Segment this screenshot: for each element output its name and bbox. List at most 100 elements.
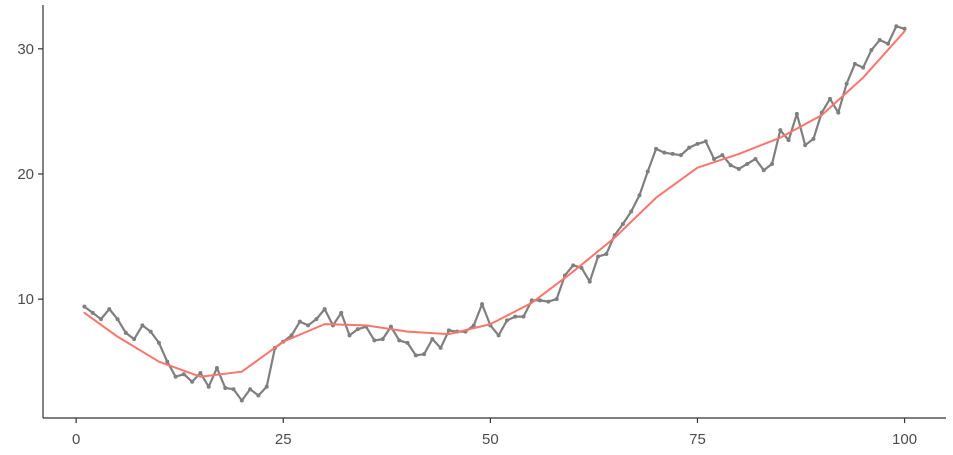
- data-point: [637, 193, 642, 198]
- x-tick-label: 50: [482, 431, 499, 448]
- data-point: [546, 299, 551, 304]
- series-layer: [82, 24, 907, 403]
- data-point: [902, 26, 907, 31]
- data-point: [107, 307, 112, 312]
- data-point: [115, 317, 120, 322]
- data-point: [480, 302, 485, 307]
- data-point: [148, 329, 153, 334]
- data-point: [604, 252, 609, 257]
- data-point: [181, 372, 186, 377]
- data-point: [264, 384, 269, 389]
- data-point: [306, 323, 311, 328]
- data-point: [90, 310, 95, 315]
- data-point: [173, 374, 178, 379]
- data-point: [165, 359, 170, 364]
- series-observed-line: [83, 25, 906, 402]
- data-point: [828, 96, 833, 101]
- data-point: [811, 136, 816, 141]
- data-point: [794, 111, 799, 116]
- data-point: [869, 48, 874, 53]
- x-axis: 0 25 50 75 100: [43, 417, 946, 448]
- series-smooth-line: [83, 30, 906, 378]
- data-point: [297, 319, 302, 324]
- data-point: [894, 24, 899, 29]
- data-point: [140, 323, 145, 328]
- y-tick-label: 30: [17, 41, 34, 58]
- data-point: [886, 41, 891, 46]
- data-point: [770, 161, 775, 166]
- data-point: [438, 345, 443, 350]
- data-point: [388, 324, 393, 329]
- data-point: [786, 138, 791, 143]
- data-point: [372, 338, 377, 343]
- data-point: [347, 333, 352, 338]
- data-point: [198, 370, 203, 375]
- data-point: [231, 387, 236, 392]
- data-point: [471, 323, 476, 328]
- data-point: [852, 61, 857, 66]
- data-point: [339, 310, 344, 315]
- data-point: [678, 153, 683, 158]
- data-point: [430, 337, 435, 342]
- data-point: [190, 379, 195, 384]
- data-point: [844, 81, 849, 86]
- data-point: [513, 314, 518, 319]
- data-point: [720, 153, 725, 158]
- data-point: [761, 168, 766, 173]
- x-tick-label: 25: [275, 431, 292, 448]
- data-point: [596, 254, 601, 259]
- data-point: [132, 337, 137, 342]
- data-point: [695, 141, 700, 146]
- data-point: [645, 169, 650, 174]
- data-point: [405, 340, 410, 345]
- data-point: [289, 333, 294, 338]
- data-point: [654, 146, 659, 151]
- y-axis: 10 20 30: [17, 5, 44, 418]
- data-point: [745, 161, 750, 166]
- data-point: [687, 145, 692, 150]
- data-point: [521, 314, 526, 319]
- data-point: [413, 353, 418, 358]
- data-point: [538, 298, 543, 303]
- data-point: [223, 385, 228, 390]
- data-point: [877, 38, 882, 43]
- data-point: [422, 352, 427, 357]
- data-point: [571, 263, 576, 268]
- data-point: [861, 65, 866, 70]
- y-tick-label: 10: [17, 291, 34, 308]
- x-tick-label: 0: [72, 431, 80, 448]
- data-point: [587, 279, 592, 284]
- y-tick-label: 20: [17, 166, 34, 183]
- series-smooth: [83, 30, 906, 378]
- data-point: [214, 365, 219, 370]
- data-point: [496, 333, 501, 338]
- data-point: [554, 297, 559, 302]
- data-point: [670, 151, 675, 156]
- data-point: [314, 317, 319, 322]
- data-point: [803, 143, 808, 148]
- data-point: [703, 139, 708, 144]
- data-point: [504, 318, 509, 323]
- data-point: [753, 156, 758, 161]
- data-point: [736, 166, 741, 171]
- data-point: [256, 393, 261, 398]
- data-point: [728, 163, 733, 168]
- x-tick-label: 100: [892, 431, 917, 448]
- data-point: [397, 338, 402, 343]
- x-tick-label: 75: [689, 431, 706, 448]
- data-point: [380, 337, 385, 342]
- data-point: [206, 384, 211, 389]
- data-point: [620, 222, 625, 227]
- data-point: [446, 328, 451, 333]
- data-point: [239, 398, 244, 403]
- data-point: [836, 110, 841, 115]
- series-observed: [82, 24, 907, 403]
- data-point: [248, 387, 253, 392]
- data-point: [662, 150, 667, 155]
- data-point: [712, 156, 717, 161]
- data-point: [123, 330, 128, 335]
- data-point: [778, 128, 783, 133]
- data-point: [629, 209, 634, 214]
- data-point: [82, 304, 87, 309]
